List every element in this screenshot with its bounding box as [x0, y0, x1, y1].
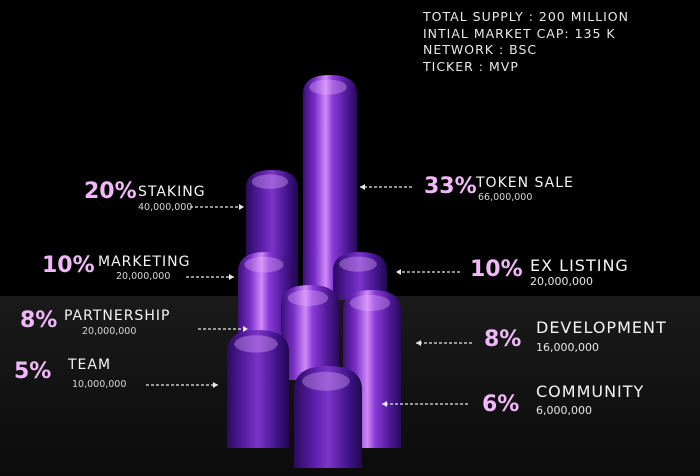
amount-label-ex-listing: 20,000,000: [530, 275, 593, 288]
percent-label-staking: 20%: [84, 179, 137, 204]
bar-team: [227, 330, 289, 448]
token-info-panel: TOTAL SUPPLY : 200 MILLION INTIAL MARKET…: [423, 9, 629, 75]
percent-label-token-sale: 33%: [424, 174, 477, 199]
bar-highlight-partnership: [287, 289, 329, 307]
category-label-ex-listing: EX LISTING: [530, 256, 629, 275]
category-label-marketing: MARKETING: [98, 254, 190, 270]
amount-label-development: 16,000,000: [536, 341, 599, 354]
percent-label-development: 8%: [484, 327, 521, 352]
total-supply-text: TOTAL SUPPLY : 200 MILLION: [423, 9, 629, 24]
ticker-text: TICKER : MVP: [423, 58, 519, 74]
arrowhead-partnership: [243, 326, 248, 332]
bar-highlight-staking: [251, 174, 289, 189]
category-label-token-sale: TOKEN SALE: [475, 175, 574, 191]
amount-label-token-sale: 66,000,000: [478, 192, 532, 203]
bar-ex-listing: [333, 252, 387, 300]
bar-highlight-team: [234, 335, 278, 353]
bar-community: [294, 366, 362, 468]
bar-token-sale: [303, 75, 357, 300]
amount-label-marketing: 20,000,000: [116, 271, 170, 282]
bar-highlight-marketing: [244, 256, 284, 273]
arrowhead-ex-listing: [396, 269, 401, 275]
percent-label-ex-listing: 10%: [470, 257, 523, 282]
category-label-team: TEAM: [67, 357, 111, 373]
arrowhead-team: [213, 382, 218, 388]
amount-label-partnership: 20,000,000: [82, 326, 136, 337]
amount-label-team: 10,000,000: [72, 379, 126, 390]
bar-highlight-community: [302, 371, 350, 391]
bar-highlight-token-sale: [309, 79, 347, 95]
arrowhead-development: [416, 340, 421, 346]
category-label-partnership: PARTNERSHIP: [64, 308, 170, 324]
percent-label-community: 6%: [482, 392, 519, 417]
bar-highlight-development: [349, 294, 391, 312]
bar-partnership: [281, 285, 339, 380]
amount-label-staking: 40,000,000: [138, 202, 192, 213]
category-label-staking: STAKING: [138, 184, 206, 200]
bar-marketing: [238, 252, 294, 350]
amount-label-community: 6,000,000: [536, 404, 592, 417]
percent-label-marketing: 10%: [42, 253, 95, 278]
percent-label-partnership: 8%: [20, 308, 57, 333]
arrowhead-staking: [239, 204, 244, 210]
initial-market-cap-text: INTIAL MARKET CAP: 135 K: [423, 25, 616, 41]
category-label-community: COMMUNITY: [536, 382, 644, 401]
percent-label-team: 5%: [14, 359, 51, 384]
arrowhead-marketing: [229, 274, 234, 280]
bar-highlight-ex-listing: [339, 256, 377, 272]
arrowhead-community: [382, 401, 387, 407]
category-label-development: DEVELOPMENT: [536, 318, 667, 337]
arrowhead-token-sale: [360, 184, 365, 190]
network-text: NETWORK : BSC: [423, 42, 538, 58]
